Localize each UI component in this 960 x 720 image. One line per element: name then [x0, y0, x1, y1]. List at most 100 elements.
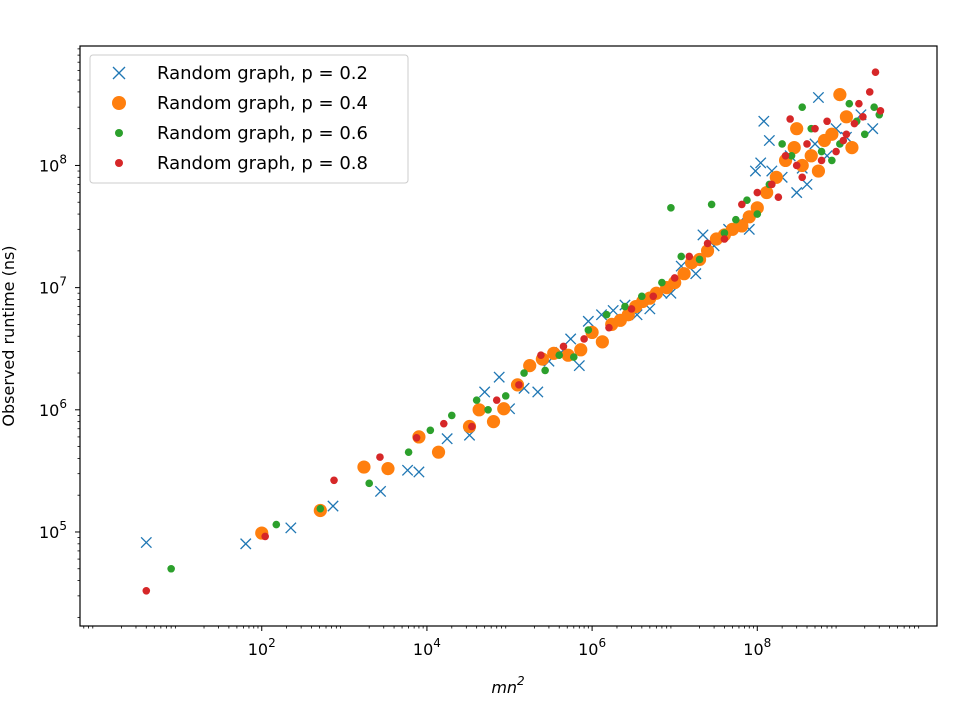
data-point	[565, 333, 577, 345]
data-point	[439, 419, 448, 428]
data-point	[582, 315, 594, 327]
legend-item: Random graph, p = 0.6	[115, 123, 368, 144]
data-point	[677, 252, 686, 261]
data-point	[492, 396, 501, 404]
data-point	[602, 310, 611, 319]
data-point	[707, 200, 716, 209]
data-point	[537, 351, 545, 359]
data-point	[431, 445, 446, 459]
data-point	[823, 117, 831, 126]
data-point	[763, 134, 776, 147]
data-point	[742, 210, 756, 224]
y-axis-label: Observed runtime (ns)	[0, 245, 18, 426]
legend-marker	[115, 129, 123, 137]
data-point	[876, 107, 885, 115]
data-point	[580, 335, 588, 343]
data-point	[272, 520, 281, 529]
data-point	[497, 402, 511, 416]
data-point	[413, 466, 425, 478]
data-point	[486, 415, 501, 429]
data-point	[871, 68, 880, 76]
data-point	[774, 193, 783, 201]
data-point	[426, 426, 435, 435]
data-point	[167, 564, 175, 573]
data-point	[760, 185, 774, 200]
data-point	[812, 91, 825, 104]
legend-item: Random graph, p = 0.2	[112, 63, 368, 84]
data-point	[240, 538, 252, 550]
data-point	[595, 335, 609, 349]
data-point	[532, 386, 544, 398]
data-point	[828, 156, 836, 165]
y-axis-ticks: 105 106 107 108	[39, 48, 80, 618]
data-point	[447, 411, 456, 420]
data-point	[811, 124, 819, 133]
data-point	[595, 309, 608, 321]
legend: Random graph, p = 0.2 Random graph, p = 0…	[89, 54, 409, 184]
data-point	[404, 448, 413, 456]
data-point	[376, 453, 384, 461]
data-point	[569, 353, 578, 361]
data-point	[695, 255, 704, 264]
data-point	[472, 403, 486, 417]
legend-label: Random graph, p = 0.8	[157, 153, 368, 174]
data-point	[327, 500, 339, 512]
data-point	[720, 229, 729, 237]
data-point	[753, 188, 762, 197]
data-point	[555, 351, 564, 359]
data-point	[401, 464, 414, 476]
data-point	[870, 103, 878, 111]
data-point	[493, 371, 505, 383]
legend-item: Random graph, p = 0.4	[112, 93, 368, 114]
x-tick-label: 106	[578, 636, 606, 659]
data-point	[468, 422, 476, 431]
data-points	[140, 68, 885, 595]
data-point	[749, 165, 762, 177]
data-point	[845, 141, 859, 155]
data-point	[670, 274, 679, 282]
data-point	[832, 147, 840, 156]
x-tick-label: 104	[413, 636, 441, 659]
x-axis-ticks: 102 104 106 108	[83, 626, 920, 659]
y-tick-label: 106	[39, 397, 67, 420]
y-tick-label: 107	[39, 275, 67, 298]
data-point	[732, 215, 740, 224]
data-point	[787, 141, 801, 155]
data-point	[478, 386, 491, 398]
series-0-points	[140, 91, 879, 550]
data-point	[700, 244, 715, 258]
legend-label: Random graph, p = 0.6	[157, 123, 368, 144]
data-point	[778, 140, 786, 148]
data-point	[520, 369, 528, 377]
data-point	[803, 140, 811, 148]
data-point	[817, 147, 826, 156]
data-point	[750, 201, 764, 215]
data-point	[720, 235, 729, 243]
data-point	[833, 88, 847, 102]
data-point	[755, 157, 767, 169]
data-point	[859, 113, 867, 121]
x-tick-label: 102	[248, 636, 276, 659]
data-point	[330, 476, 338, 485]
data-point	[574, 343, 588, 357]
data-point	[584, 326, 593, 334]
data-point	[804, 149, 818, 163]
data-point	[792, 161, 801, 170]
legend-label: Random graph, p = 0.4	[157, 93, 368, 114]
data-point	[649, 292, 658, 301]
data-point	[839, 110, 854, 124]
data-point	[769, 170, 783, 184]
data-point	[697, 229, 709, 241]
data-point	[842, 130, 851, 139]
data-point	[855, 99, 863, 108]
data-point	[412, 434, 421, 442]
data-point	[817, 156, 826, 165]
data-point	[850, 119, 859, 128]
series-3-points	[142, 68, 885, 595]
data-point	[472, 396, 481, 404]
data-point	[735, 219, 749, 233]
data-point	[758, 115, 770, 127]
data-point	[787, 151, 796, 160]
data-point	[441, 433, 453, 445]
